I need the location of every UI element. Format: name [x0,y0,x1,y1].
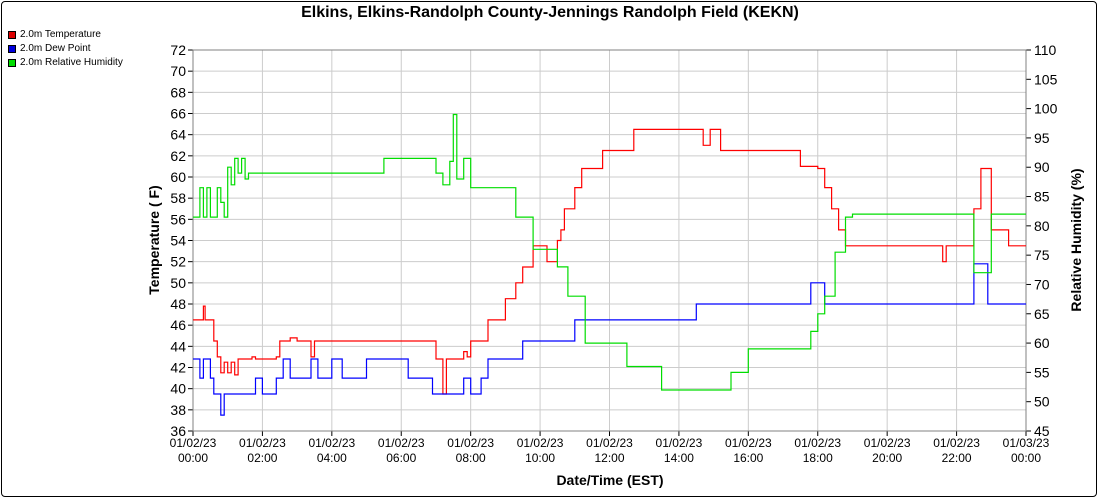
x-tick-date: 01/02/23 [725,436,772,450]
x-tick-date: 01/02/23 [308,436,355,450]
x-tick-date: 01/03/23 [1003,436,1050,450]
y2-tick-label: 95 [1034,130,1050,146]
plot-border [192,49,1027,432]
legend-label-dew-point: 2.0m Dew Point [20,43,91,54]
y-tick-label: 40 [170,381,186,397]
y-tick-label: 62 [170,148,186,164]
x-tick-time: 12:00 [594,451,624,465]
y-tick-label: 54 [170,233,186,249]
x-tick-time: 08:00 [456,451,486,465]
x-tick-time: 20:00 [872,451,902,465]
x-tick-time: 00:00 [178,451,208,465]
y-tick-label: 46 [170,317,186,333]
y-tick-label: 66 [170,106,186,122]
y-tick-label: 44 [170,338,186,354]
x-tick-date: 01/02/23 [170,436,217,450]
x-tick-time: 10:00 [525,451,555,465]
series-line-dew-point [193,263,1026,416]
x-tick-time: 18:00 [803,451,833,465]
x-tick-time: 00:00 [1011,451,1041,465]
y2-tick-label: 50 [1034,394,1050,410]
y-tick-label: 50 [170,275,186,291]
legend-item-dew-point: 2.0m Dew Point [8,42,123,56]
y-tick-label: 38 [170,402,186,418]
y-tick-label: 70 [170,63,186,79]
x-tick-date: 01/02/23 [378,436,425,450]
y2-tick-label: 60 [1034,335,1050,351]
chart-title: Elkins, Elkins-Randolph County-Jennings … [301,4,799,21]
x-tick-time: 02:00 [247,451,277,465]
y2-tick-label: 65 [1034,306,1050,322]
y2-tick-label: 70 [1034,276,1050,292]
y-tick-label: 60 [170,169,186,185]
y-tick-label: 48 [170,296,186,312]
x-tick-date: 01/02/23 [864,436,911,450]
legend-item-relative-humidity: 2.0m Relative Humidity [8,56,123,70]
x-tick-time: 04:00 [317,451,347,465]
y2-tick-label: 100 [1034,101,1058,117]
legend: 2.0m Temperature 2.0m Dew Point 2.0m Rel… [8,28,123,70]
y2-tick-label: 105 [1034,71,1058,87]
y2-tick-label: 75 [1034,247,1050,263]
legend-item-temperature: 2.0m Temperature [8,28,123,42]
legend-swatch-dew-point [8,45,16,53]
x-tick-date: 01/02/23 [517,436,564,450]
legend-swatch-temperature [8,31,16,39]
y-tick-label: 52 [170,254,186,270]
x-tick-time: 06:00 [386,451,416,465]
y-tick-label: 72 [170,42,186,58]
x-tick-date: 01/02/23 [447,436,494,450]
y-tick-label: 58 [170,190,186,206]
x-tick-date: 01/02/23 [794,436,841,450]
y2-tick-label: 55 [1034,364,1050,380]
y-axis-label: Temperature ( F) [146,185,162,294]
y2-axis-label: Relative Humidity (%) [1068,168,1084,311]
y-tick-label: 68 [170,84,186,100]
y2-tick-label: 45 [1034,423,1050,439]
legend-label-temperature: 2.0m Temperature [20,29,101,40]
legend-swatch-relative-humidity [8,59,16,67]
legend-label-relative-humidity: 2.0m Relative Humidity [20,57,123,68]
y-tick-label: 64 [170,127,186,143]
y2-tick-label: 80 [1034,218,1050,234]
x-tick-date: 01/02/23 [586,436,633,450]
x-tick-time: 14:00 [664,451,694,465]
y-tick-label: 42 [170,360,186,376]
x-tick-date: 01/02/23 [933,436,980,450]
x-tick-date: 01/02/23 [656,436,703,450]
series-line-relative-humidity [193,113,1026,391]
y2-tick-label: 90 [1034,159,1050,175]
y-tick-label: 36 [170,423,186,439]
x-tick-time: 16:00 [733,451,763,465]
y-tick-label: 56 [170,211,186,227]
series-line-temperature [193,128,1026,395]
y2-tick-label: 85 [1034,189,1050,205]
x-axis-label: Date/Time (EST) [556,472,663,488]
x-tick-time: 22:00 [942,451,972,465]
x-tick-date: 01/02/23 [239,436,286,450]
y2-tick-label: 110 [1034,42,1057,58]
